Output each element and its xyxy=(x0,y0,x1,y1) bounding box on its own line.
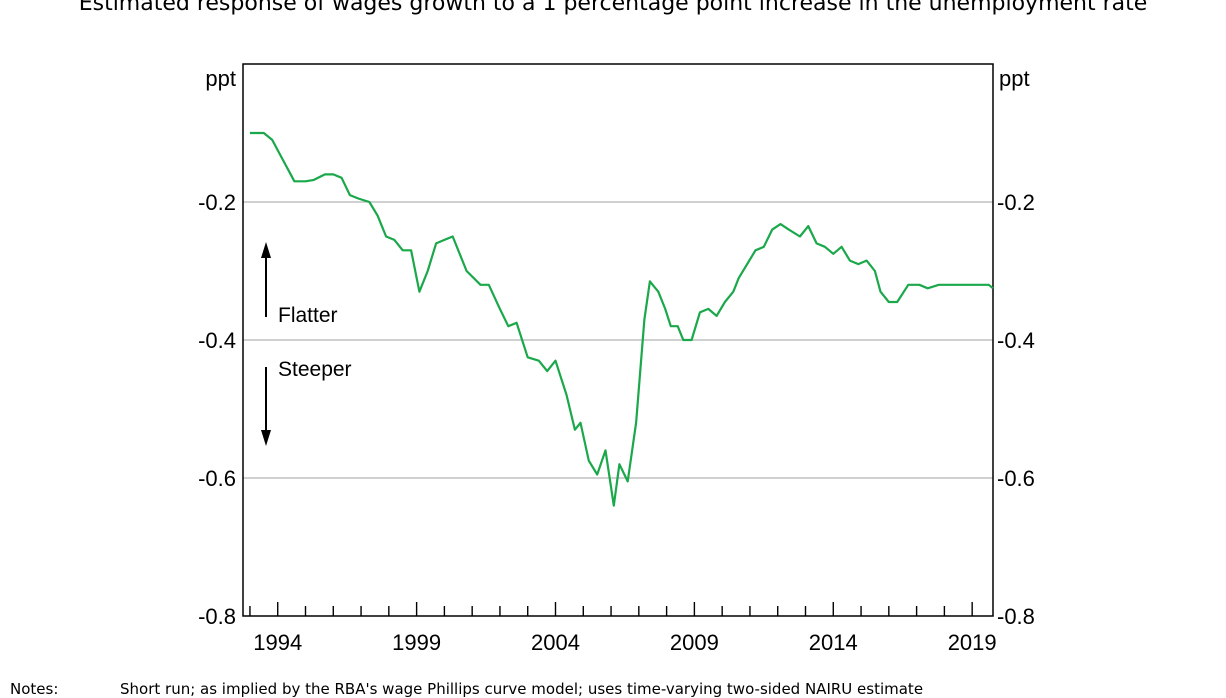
y-tick-label-left: -0.4 xyxy=(198,328,236,353)
y-unit-left: ppt xyxy=(205,66,236,91)
annotation-layer: Flatter Steeper xyxy=(261,242,352,446)
y-tick-label-right: -0.6 xyxy=(997,466,1035,491)
axis-labels: ppt ppt xyxy=(205,66,1029,91)
grid-layer xyxy=(243,201,993,479)
plot-frame xyxy=(242,63,994,617)
x-tick-label: 2019 xyxy=(948,630,997,655)
y-unit-right: ppt xyxy=(999,66,1030,91)
arrow-down-head xyxy=(261,430,271,446)
x-tick-label: 1999 xyxy=(392,630,441,655)
series-line xyxy=(249,131,994,507)
tick-layer: -0.8 -0.8 -0.6 -0.6 -0.4 -0.4 -0.2 -0.2 1994 1999… xyxy=(198,190,1035,655)
chart: -0.8 -0.8 -0.6 -0.6 -0.4 -0.4 -0.2 -0.2 1994 1999… xyxy=(198,63,1035,655)
y-tick-label-left: -0.6 xyxy=(198,466,236,491)
x-tick-label: 2009 xyxy=(670,630,719,655)
notes-label: Notes: xyxy=(10,680,59,698)
notes: Notes: Short run; as implied by the RBA's… xyxy=(10,680,1220,698)
x-tick-label: 2004 xyxy=(531,630,580,655)
annotation-label: Steeper xyxy=(278,358,352,381)
y-tick-label-right: -0.4 xyxy=(997,328,1035,353)
series-layer xyxy=(249,131,994,507)
chart-title: Estimated response of wages growth to a … xyxy=(78,0,1148,16)
y-tick-label-right: -0.8 xyxy=(997,604,1035,629)
x-tick-label: 1994 xyxy=(253,630,302,655)
notes-text: Short run; as implied by the RBA's wage … xyxy=(120,680,924,698)
y-tick-label-left: -0.2 xyxy=(198,190,236,215)
x-tick-label: 2014 xyxy=(809,630,858,655)
y-tick-label-right: -0.2 xyxy=(997,190,1035,215)
y-tick-label-left: -0.8 xyxy=(198,604,236,629)
arrow-up-head xyxy=(261,242,271,258)
annotation-label: Flatter xyxy=(278,304,338,327)
